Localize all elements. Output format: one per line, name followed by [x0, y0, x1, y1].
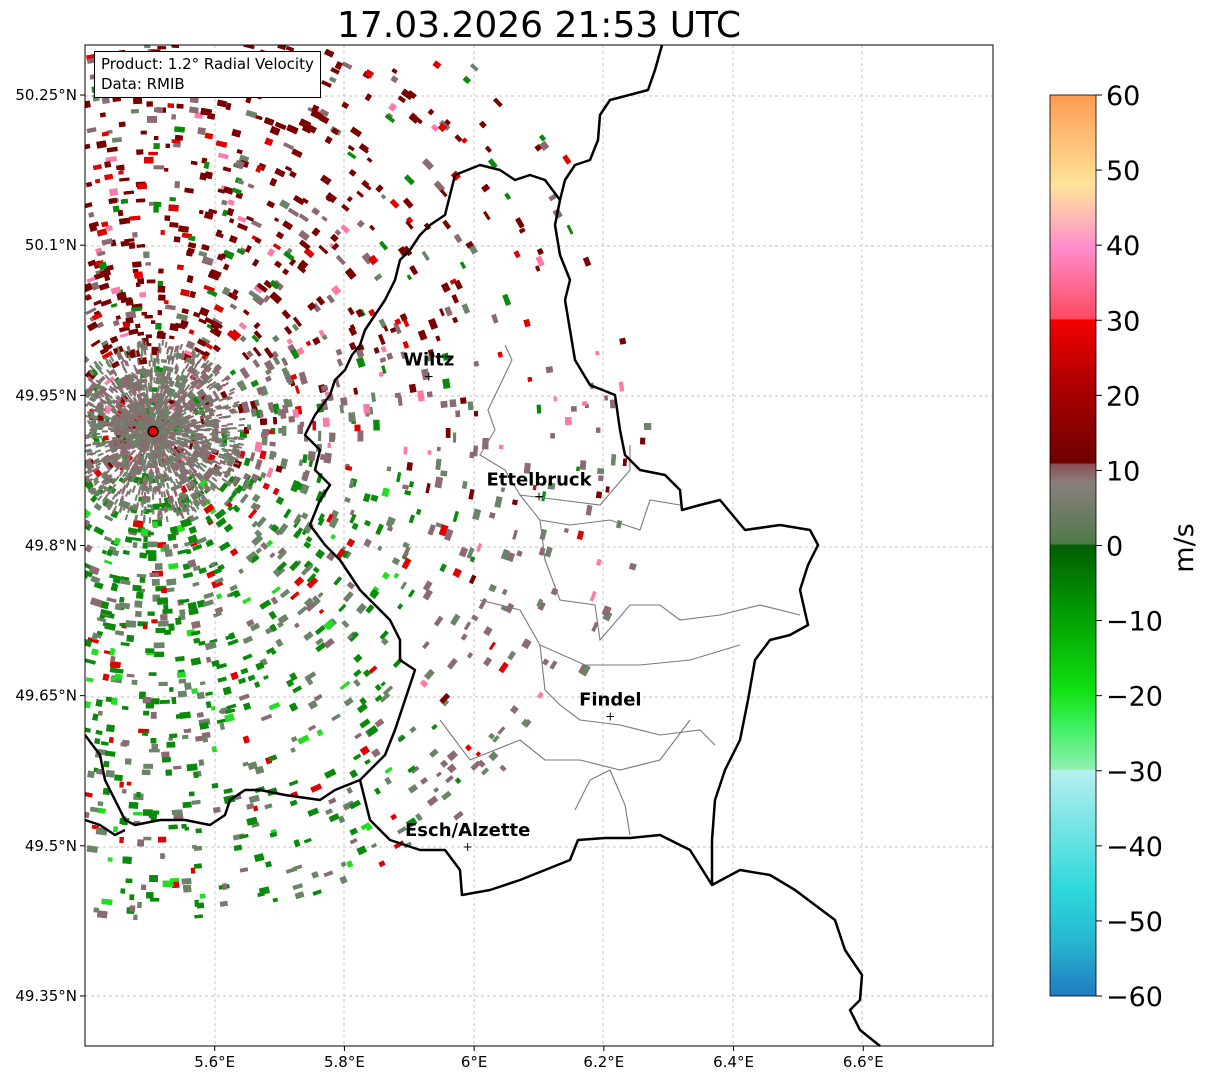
colorbar-tick-label: 60 — [1106, 81, 1140, 112]
radar-echo-field — [85, 45, 652, 921]
colorbar-tick-label: −20 — [1106, 682, 1163, 713]
colorbar-tick-label: 20 — [1106, 381, 1140, 412]
colorbar-tick-label: 30 — [1106, 306, 1140, 337]
lon-tick-label: 6.2°E — [583, 1053, 624, 1071]
gridlines — [85, 45, 993, 1046]
colorbar-tick-label: 50 — [1106, 156, 1140, 187]
plot-area — [85, 45, 993, 1046]
place-markers: +Wiltz+Ettelbruck+Findel+Esch/Alzette — [403, 349, 642, 853]
product-label: Product: 1.2° Radial Velocity — [101, 55, 314, 73]
colorbar-tick-label: −30 — [1106, 757, 1163, 788]
radar-site-marker — [147, 425, 159, 438]
colorbar-tick-label: 0 — [1106, 532, 1123, 563]
longitude-ticks: 5.6°E 5.8°E 6°E 6.2°E 6.4°E 6.6°E — [194, 1046, 884, 1071]
place-marker: + — [605, 710, 615, 724]
national-borders — [84, 44, 881, 1047]
colorbar-tick-label: −10 — [1106, 607, 1163, 638]
lat-tick-label: 49.95°N — [15, 386, 77, 404]
lon-tick-label: 6°E — [461, 1053, 488, 1071]
place-label: Ettelbruck — [486, 469, 592, 490]
place-label: Findel — [579, 690, 642, 711]
district-borders — [439, 344, 801, 836]
lat-tick-label: 49.35°N — [15, 987, 77, 1005]
colorbar — [1049, 94, 1097, 997]
place-label: Esch/Alzette — [405, 820, 530, 841]
data-source-label: Data: RMIB — [101, 75, 185, 93]
lat-tick-label: 49.8°N — [25, 537, 77, 555]
lat-tick-label: 49.65°N — [15, 687, 77, 705]
colorbar-tick-label: 10 — [1106, 456, 1140, 487]
colorbar-label: m/s — [1169, 523, 1200, 572]
lat-tick-label: 50.1°N — [25, 236, 77, 254]
map-title: 17.03.2026 21:53 UTC — [336, 5, 742, 46]
colorbar-tick-label: −60 — [1106, 982, 1163, 1013]
colorbar-tick-label: 40 — [1106, 231, 1140, 262]
colorbar-tick-label: −50 — [1106, 907, 1163, 938]
lon-tick-label: 6.6°E — [843, 1053, 884, 1071]
product-info-box: Product: 1.2° Radial Velocity Data: RMIB — [94, 51, 321, 98]
place-marker: + — [463, 840, 473, 854]
colorbar-tick-label: −40 — [1106, 832, 1163, 863]
lon-tick-label: 6.4°E — [713, 1053, 754, 1071]
lat-tick-label: 49.5°N — [25, 837, 77, 855]
lat-tick-label: 50.25°N — [15, 86, 77, 104]
place-label: Wiltz — [403, 349, 454, 370]
lon-tick-label: 5.8°E — [324, 1053, 365, 1071]
lon-tick-label: 5.6°E — [194, 1053, 235, 1071]
place-marker: + — [424, 369, 434, 383]
place-marker: + — [534, 489, 544, 503]
latitude-ticks: 50.25°N 50.1°N 49.95°N 49.8°N 49.65°N 49.5°N 4… — [15, 86, 85, 1005]
colorbar-ticks: 60 50 40 30 20 10 0 −10 −20 −30 −40 −50 −60 — [1096, 81, 1163, 1013]
